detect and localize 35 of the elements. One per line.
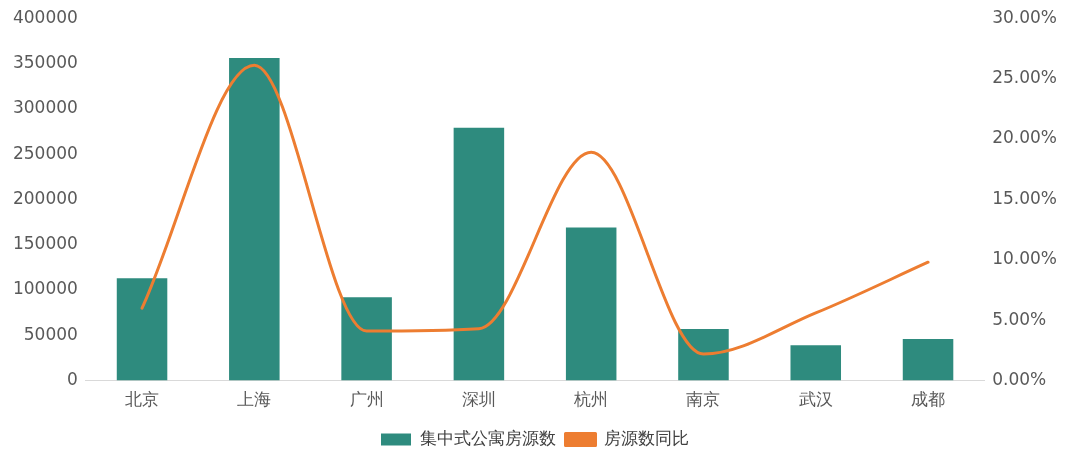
x-tick-label: 广州 bbox=[349, 389, 384, 410]
bar bbox=[902, 338, 954, 381]
bar bbox=[341, 297, 392, 381]
legend-label: 集中式公寓房源数 bbox=[419, 427, 556, 448]
bar bbox=[565, 227, 617, 381]
legend-label: 房源数同比 bbox=[604, 427, 689, 448]
x-tick-label: 南京 bbox=[686, 389, 721, 410]
y-tick-label: 100000 bbox=[12, 278, 78, 299]
x-tick-label: 上海 bbox=[237, 389, 272, 410]
y-tick-label: 250000 bbox=[12, 142, 78, 163]
x-tick-label: 成都 bbox=[911, 389, 946, 410]
y2-tick-label: 30.00% bbox=[992, 6, 1058, 27]
y-tick-label: 200000 bbox=[12, 187, 78, 208]
y2-tick-label: 0.00% bbox=[992, 369, 1047, 390]
y2-tick-label: 5.00% bbox=[992, 308, 1047, 329]
y2-tick-label: 15.00% bbox=[992, 187, 1058, 208]
bar bbox=[790, 345, 842, 381]
bar bbox=[453, 127, 505, 381]
y-tick-label: 400000 bbox=[12, 6, 78, 27]
y2-tick-label: 25.00% bbox=[992, 67, 1058, 88]
line-series bbox=[140, 63, 930, 356]
y-tick-label: 300000 bbox=[12, 97, 78, 118]
y2-tick-label: 10.00% bbox=[992, 248, 1058, 269]
y-tick-label: 0 bbox=[67, 369, 78, 390]
bar bbox=[116, 278, 168, 381]
y-tick-label: 150000 bbox=[12, 233, 78, 254]
x-tick-label: 北京 bbox=[125, 389, 160, 410]
bar bbox=[678, 328, 729, 381]
x-tick-label: 武汉 bbox=[798, 389, 833, 410]
x-tick-label: 杭州 bbox=[573, 389, 609, 410]
y-tick-label: 50000 bbox=[23, 323, 78, 344]
bar bbox=[229, 58, 280, 381]
x-tick-label: 深圳 bbox=[461, 389, 496, 410]
y2-tick-label: 20.00% bbox=[992, 127, 1058, 148]
y-tick-label: 350000 bbox=[12, 51, 78, 72]
